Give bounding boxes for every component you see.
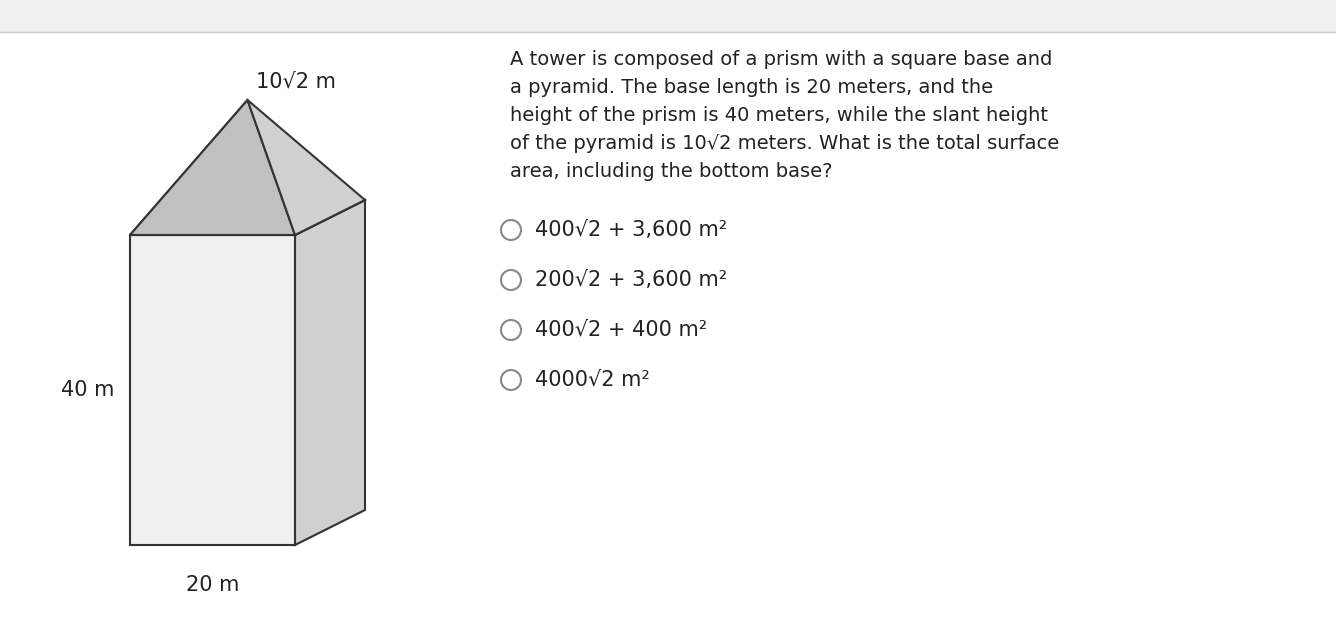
Text: a pyramid. The base length is 20 meters, and the: a pyramid. The base length is 20 meters,… [510, 78, 993, 97]
Text: 400√2 + 400 m²: 400√2 + 400 m² [534, 320, 707, 340]
Text: area, including the bottom base?: area, including the bottom base? [510, 162, 832, 181]
Text: 4000√2 m²: 4000√2 m² [534, 370, 649, 390]
Polygon shape [130, 235, 295, 545]
Polygon shape [247, 100, 365, 235]
Text: 200√2 + 3,600 m²: 200√2 + 3,600 m² [534, 270, 727, 290]
Polygon shape [130, 100, 247, 235]
Text: height of the prism is 40 meters, while the slant height: height of the prism is 40 meters, while … [510, 106, 1047, 125]
Text: 20 m: 20 m [186, 575, 239, 595]
Text: of the pyramid is 10√2 meters. What is the total surface: of the pyramid is 10√2 meters. What is t… [510, 134, 1059, 153]
Text: 400√2 + 3,600 m²: 400√2 + 3,600 m² [534, 220, 727, 240]
Polygon shape [0, 0, 1336, 32]
Polygon shape [295, 200, 365, 545]
Text: 10√2 m: 10√2 m [255, 72, 335, 92]
Text: 40 m: 40 m [61, 380, 115, 400]
Polygon shape [130, 200, 365, 235]
Text: A tower is composed of a prism with a square base and: A tower is composed of a prism with a sq… [510, 50, 1053, 69]
Polygon shape [130, 100, 295, 235]
